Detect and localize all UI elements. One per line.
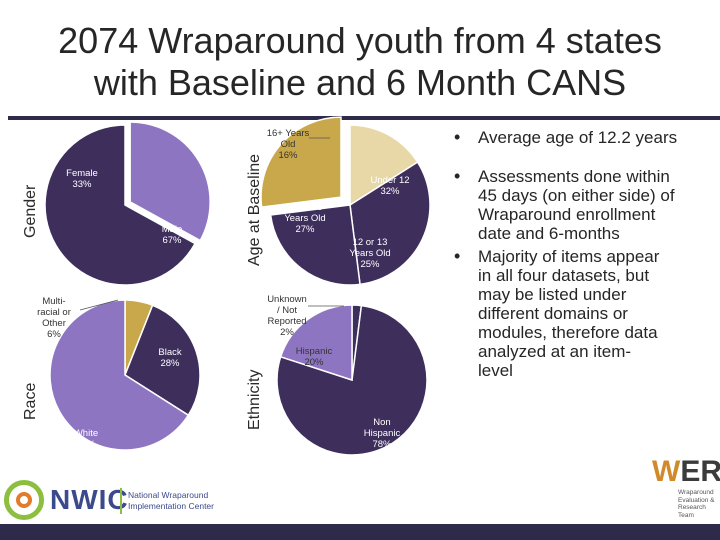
gender-pie: Female 33% Male 67% xyxy=(44,121,211,286)
data-label: 14 or 15 Years Old 27% xyxy=(284,202,325,235)
title-rule xyxy=(8,116,720,120)
bullet-text: Majority of items appear in all four dat… xyxy=(478,247,660,380)
pie-slice-black xyxy=(124,304,201,417)
wert-w: W xyxy=(652,455,681,488)
wert-sub-3: Research xyxy=(678,504,706,511)
wert-logo: WERT Wraparound Evaluation & Research Te… xyxy=(652,455,720,525)
bullet-text: Assessments done within 45 days (on eith… xyxy=(478,167,675,243)
data-label: Male 67% xyxy=(162,224,183,246)
nwic-name-line-1: National Wraparound xyxy=(128,490,209,500)
bullet-list: • Average age of 12.2 years • Assessment… xyxy=(452,128,682,392)
bottom-bar xyxy=(0,524,720,540)
nwic-swirl-icon xyxy=(4,480,44,520)
title-line-1: 2074 Wraparound youth from 4 states xyxy=(58,20,662,61)
bullet-item: • Assessments done within 45 days (on ei… xyxy=(452,166,682,244)
bullet-symbol: • xyxy=(454,127,461,147)
wert-sub-1: Wraparound xyxy=(678,489,714,496)
wert-rest: ERT xyxy=(680,455,720,488)
logo-divider xyxy=(120,488,122,514)
data-label: Black 28% xyxy=(158,347,181,369)
ethnicity-pie: Unknown / Not Reported 2% Non Hispanic 78% Hisp… xyxy=(267,294,428,456)
pie-slice-hispanic xyxy=(279,304,353,382)
data-label: Unknown / Not Reported 2% xyxy=(267,294,307,338)
bullet-symbol: • xyxy=(454,246,461,266)
pie-slice-under-12 xyxy=(349,161,431,286)
data-label: Hispanic 20% xyxy=(296,346,333,368)
nwic-name-line-2: Implementation Center xyxy=(128,501,214,511)
data-label: 16+ Years Old 16% xyxy=(267,128,310,161)
wert-subtitle: Wraparound Evaluation & Research Team xyxy=(678,489,715,519)
bullet-text: Average age of 12.2 years xyxy=(478,128,678,147)
nwic-logo: NWIC National Wraparound Implementation … xyxy=(0,478,260,524)
pie-slice-female xyxy=(129,121,211,242)
nwic-full-name: National Wraparound Implementation Cente… xyxy=(128,490,214,512)
pie-slice-16-years-old xyxy=(349,124,419,207)
nwic-logo-text: NWIC xyxy=(50,484,129,515)
wert-sub-4: Team xyxy=(678,511,694,519)
data-label: Multi-racial or Other 6% xyxy=(37,296,71,340)
data-label: Female 33% xyxy=(66,168,98,190)
bullet-item: • Average age of 12.2 years xyxy=(452,127,682,148)
wert-logo-text: WERT xyxy=(652,455,720,489)
title-line-2: with Baseline and 6 Month CANS xyxy=(93,62,627,103)
age-pie: 16+ Years Old 16% Under 12 32% 12 or 13 Years … xyxy=(260,116,431,286)
data-label: White 66% xyxy=(74,428,98,450)
pie-slice-male xyxy=(44,124,197,286)
pie-slice-14-or-15-years-old xyxy=(260,116,342,208)
data-label: 12 or 13 Years Old 25% xyxy=(349,237,390,270)
bullet-symbol: • xyxy=(454,166,461,186)
leader-line xyxy=(79,299,119,311)
wert-sub-2: Evaluation & xyxy=(678,496,715,504)
page-title: 2074 Wraparound youth from 4 states with… xyxy=(0,20,720,104)
data-label: Non Hispanic 78% xyxy=(364,417,401,450)
data-label: Under 12 32% xyxy=(370,175,409,197)
pie-slice-white xyxy=(49,299,190,451)
bullet-item: • Majority of items appear in all four d… xyxy=(452,246,682,381)
pie-slice-12-or-13-years-old xyxy=(269,204,361,286)
race-pie: Multi-racial or Other 6% Black 28% White 66% xyxy=(37,296,201,451)
